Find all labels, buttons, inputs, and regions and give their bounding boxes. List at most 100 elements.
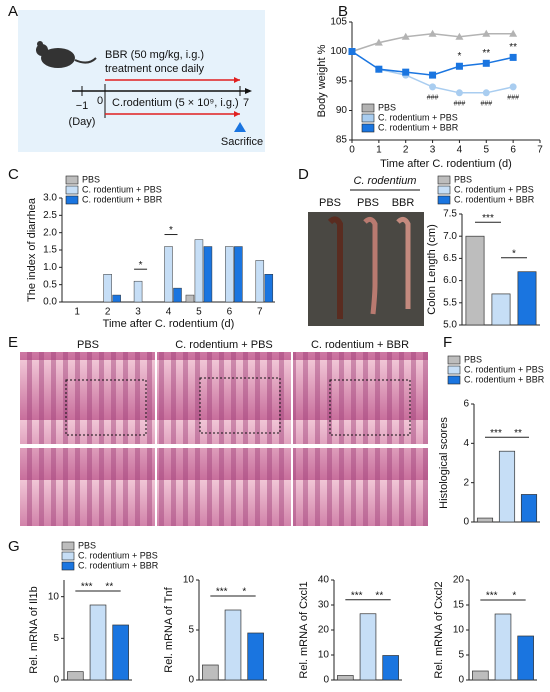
bar <box>133 280 143 303</box>
y-tick-label: 105 <box>330 17 347 28</box>
bar <box>498 450 516 523</box>
bar <box>255 260 265 303</box>
bar <box>359 613 377 681</box>
histology-label: C. rodentium + PBS <box>175 339 273 351</box>
point <box>429 71 437 79</box>
point <box>482 89 490 97</box>
point <box>509 53 517 61</box>
colon-specimen <box>363 216 378 315</box>
colon-specimen <box>327 216 343 319</box>
sig-label: * <box>169 225 173 236</box>
y-tick-label: 15 <box>453 600 465 611</box>
sig-label: ### <box>427 95 439 102</box>
panel-label: F <box>443 334 452 351</box>
point <box>455 89 463 97</box>
y-axis-title: The index of diarrhea <box>26 197 38 302</box>
arrow-head <box>234 111 240 117</box>
y-tick-label: 85 <box>336 135 348 146</box>
legend-label: PBS <box>454 174 472 184</box>
y-tick-label: 1.5 <box>43 245 57 256</box>
legend-swatch <box>437 185 451 195</box>
x-tick-label: 7 <box>257 307 263 318</box>
bar <box>89 604 107 681</box>
legend-swatch <box>361 113 375 123</box>
y-tick-label: 5.0 <box>443 320 457 331</box>
x-tick-label: 6 <box>510 145 516 156</box>
legend-label: C. rodentium + PBS <box>464 364 544 374</box>
legend-swatch <box>447 375 461 385</box>
bar <box>202 664 219 681</box>
legend-label: C. rodentium + PBS <box>82 184 162 194</box>
x-tick-label: 0 <box>349 145 355 156</box>
sig-label: ** <box>105 582 113 593</box>
y-tick-label: 20 <box>318 625 330 636</box>
legend-label: C. rodentium + PBS <box>454 184 534 194</box>
point <box>482 29 491 37</box>
point <box>455 32 464 40</box>
point <box>374 38 383 46</box>
legend-label: C. rodentium + BBR <box>464 374 545 384</box>
y-axis-title: Rel. mRNA of Cxcl2 <box>433 581 445 678</box>
y-tick-label: 7.0 <box>443 231 457 242</box>
bar <box>264 274 274 303</box>
y-tick-label: 90 <box>336 105 348 116</box>
legend-label: C. rodentium + BBR <box>378 122 459 132</box>
panel-label: B <box>338 3 348 20</box>
histology-label: C. rodentium + BBR <box>311 339 409 351</box>
point <box>509 29 518 37</box>
sig-label: *** <box>216 587 228 598</box>
y-tick-label: 0 <box>188 675 194 686</box>
x-tick-label: 3 <box>135 307 141 318</box>
bar <box>337 675 354 681</box>
schematic-bg <box>18 10 265 152</box>
x-tick-label: 4 <box>166 307 172 318</box>
sig-label: ### <box>454 101 466 108</box>
x-tick-label: 2 <box>403 145 409 156</box>
y-tick-label: 6 <box>463 399 469 410</box>
legend-label: C. rodentium + BBR <box>78 560 159 570</box>
y-axis-title: Histological scores <box>438 417 450 509</box>
bar <box>491 293 511 326</box>
legend-label: C. rodentium + BBR <box>454 194 535 204</box>
x-tick-label: 5 <box>196 307 202 318</box>
bar <box>517 271 537 326</box>
x-tick-label: 4 <box>457 145 463 156</box>
y-tick-label: 10 <box>48 591 60 602</box>
panel-label: A <box>8 3 18 20</box>
sig-label: *** <box>482 213 494 224</box>
x-tick-label: 1 <box>376 145 382 156</box>
y-tick-label: 10 <box>318 650 330 661</box>
y-axis-title: Rel. mRNA of Il1b <box>28 586 40 673</box>
bar <box>185 294 195 303</box>
y-axis-title: Rel. mRNA of Cxcl1 <box>298 581 310 678</box>
bar <box>520 494 538 523</box>
x-tick-label: 5 <box>484 145 490 156</box>
sig-label: ** <box>514 428 522 439</box>
y-axis-title: Colon Length (cm) <box>426 224 438 315</box>
day-label: 7 <box>243 97 249 109</box>
colon-specimen <box>396 216 411 309</box>
sig-label: ### <box>480 101 492 108</box>
legend-swatch <box>65 195 79 205</box>
bar <box>476 517 494 523</box>
schedule-text: treatment once daily <box>105 63 205 75</box>
lane-label: PBS <box>319 197 341 209</box>
legend-label: C. rodentium + PBS <box>78 550 158 560</box>
point <box>375 65 383 73</box>
y-tick-label: 6.0 <box>443 275 457 286</box>
colon-photo <box>308 212 424 326</box>
y-tick-label: 0.5 <box>43 279 57 290</box>
y-tick-label: 30 <box>318 600 330 611</box>
x-tick-label: 2 <box>105 307 111 318</box>
sacrifice-text: Sacrifice <box>221 136 263 148</box>
y-tick-label: 5 <box>458 650 464 661</box>
legend-swatch <box>361 123 375 133</box>
y-tick-label: 20 <box>453 575 465 586</box>
legend-swatch <box>437 175 451 185</box>
y-tick-label: 5 <box>188 625 194 636</box>
panel-label: G <box>8 538 20 555</box>
y-tick-label: 0 <box>53 675 59 686</box>
bar <box>517 635 534 681</box>
sig-label: ** <box>509 42 517 53</box>
